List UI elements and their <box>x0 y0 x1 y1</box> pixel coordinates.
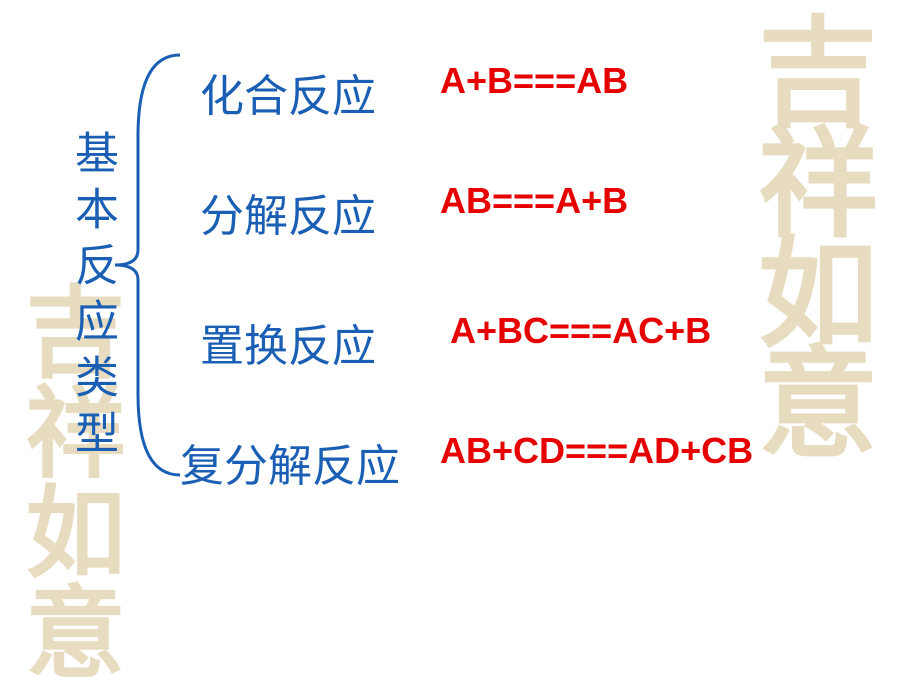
reaction-formula-row-4: AB+CD===AD+CB <box>440 430 753 472</box>
reaction-formula: AB===A+B <box>440 180 628 222</box>
reaction-row-3: 置换反应 <box>200 310 376 374</box>
reaction-label: 置换反应 <box>200 310 376 374</box>
reaction-formula: A+B===AB <box>440 60 628 102</box>
reaction-row-1: 化合反应 <box>200 60 376 124</box>
reaction-formula-row-2: AB===A+B <box>440 180 628 222</box>
reaction-row-2: 分解反应 <box>200 180 376 244</box>
reaction-label: 化合反应 <box>200 60 376 124</box>
decorative-stamp-top: 吉祥如意 <box>752 10 860 450</box>
reaction-label: 分解反应 <box>200 180 376 244</box>
reaction-formula: AB+CD===AD+CB <box>440 430 753 472</box>
reaction-formula: A+BC===AC+B <box>450 310 711 352</box>
reaction-row-4: 复分解反应 <box>180 430 400 494</box>
reaction-formula-row-3: A+BC===AC+B <box>450 310 711 352</box>
reaction-formula-row-1: A+B===AB <box>440 60 628 102</box>
brace-bracket <box>110 50 190 500</box>
reaction-label: 复分解反应 <box>180 430 400 494</box>
